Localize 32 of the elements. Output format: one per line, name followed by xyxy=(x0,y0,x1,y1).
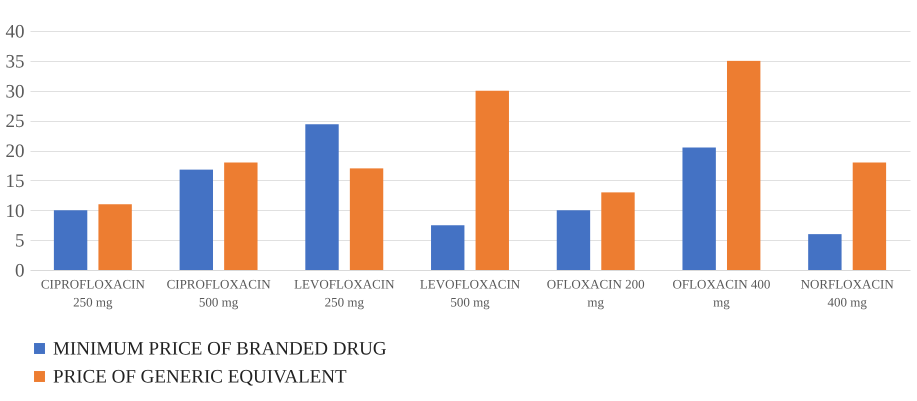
bar xyxy=(54,210,88,270)
x-tick-label: OFLOXACIN 200 mg xyxy=(546,276,645,310)
y-tick-label: 40 xyxy=(6,22,24,42)
x-tick-label: NORFLOXACIN 400 mg xyxy=(800,276,894,310)
bar xyxy=(852,162,886,270)
legend-label: MINIMUM PRICE OF BRANDED DRUG xyxy=(53,338,387,360)
x-tick-label: LEVOFLOXACIN 250 mg xyxy=(294,276,396,310)
bar xyxy=(476,90,509,270)
y-tick-label: 25 xyxy=(6,111,24,132)
y-tick-label: 35 xyxy=(6,51,24,72)
y-tick-label: 20 xyxy=(6,141,24,162)
y-tick-label: 10 xyxy=(6,200,24,222)
bar xyxy=(305,124,339,270)
bar xyxy=(601,192,635,270)
bar xyxy=(224,162,258,270)
bar xyxy=(682,148,716,270)
y-tick-label: 15 xyxy=(6,170,24,192)
bar xyxy=(556,210,590,270)
x-tick-label: OFLOXACIN 400 mg xyxy=(672,276,770,310)
x-tick-label: CIPROFLOXACIN 250 mg xyxy=(40,276,146,310)
bar xyxy=(180,170,214,270)
y-tick-label: 5 xyxy=(15,230,24,252)
bar xyxy=(350,168,384,270)
x-tick-label: LEVOFLOXACIN 500 mg xyxy=(420,276,521,310)
y-tick-label: 30 xyxy=(6,81,24,102)
bar xyxy=(431,225,464,270)
bar xyxy=(98,204,132,270)
bar xyxy=(726,60,760,270)
bar xyxy=(808,234,842,270)
x-tick-label: CIPROFLOXACIN 500 mg xyxy=(166,276,272,310)
legend-label: PRICE OF GENERIC EQUIVALENT xyxy=(53,366,348,388)
y-tick-label: 0 xyxy=(15,260,24,282)
